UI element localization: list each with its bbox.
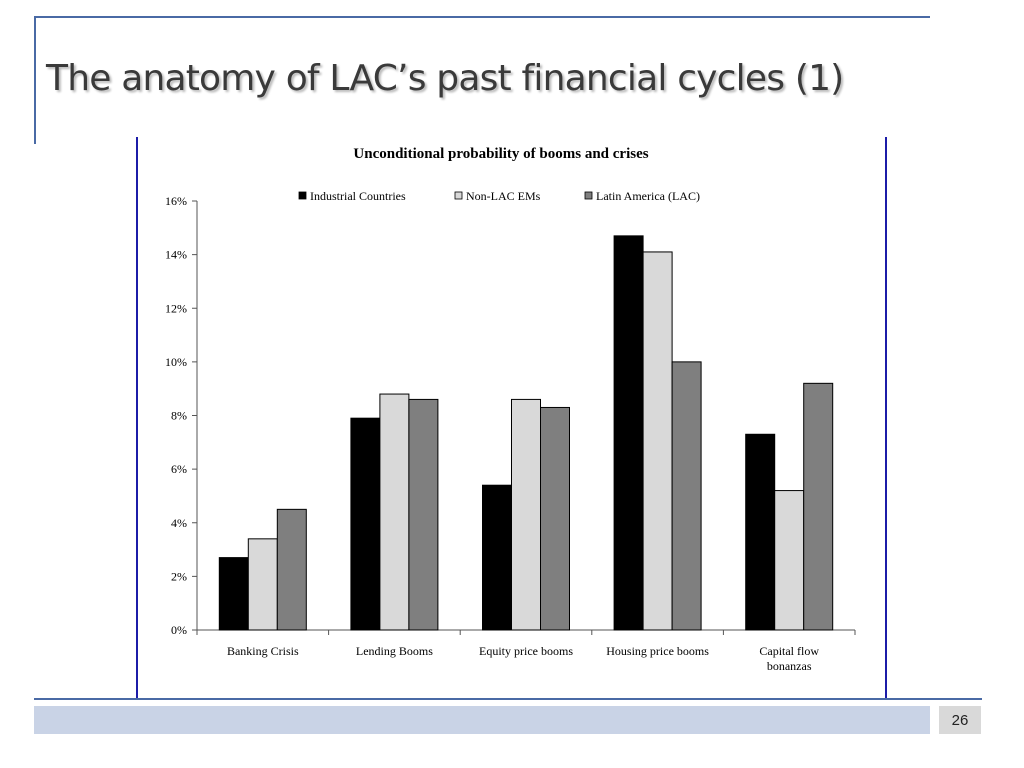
- page-number: 26: [939, 706, 981, 734]
- bar: [482, 484, 512, 631]
- y-tick-label: 12%: [165, 301, 187, 315]
- y-tick-label: 16%: [165, 194, 187, 208]
- legend-item: Industrial Countries: [298, 189, 406, 203]
- legend-swatch: [584, 191, 593, 200]
- chart-title: Unconditional probability of booms and c…: [353, 146, 648, 162]
- legend-label: Industrial Countries: [310, 189, 406, 203]
- x-category-label: Banking Crisis: [227, 644, 299, 658]
- x-category-label: Housing price booms: [606, 644, 709, 658]
- chart-border-right: [885, 137, 887, 699]
- bar: [540, 406, 570, 631]
- bar: [247, 538, 278, 631]
- y-tick-label: 4%: [171, 516, 187, 530]
- slide-title: The anatomy of LAC’s past financial cycl…: [46, 58, 844, 99]
- bar: [745, 433, 776, 631]
- chart-container: Unconditional probability of booms and c…: [137, 137, 887, 699]
- y-tick-label: 2%: [171, 569, 187, 583]
- x-axis: Banking Crisis Lending Booms Equity price …: [196, 629, 856, 673]
- y-tick-label: 14%: [165, 248, 187, 262]
- bar-series-group: [218, 235, 834, 631]
- legend-swatch: [298, 191, 307, 200]
- x-category-label: Lending Booms: [356, 644, 433, 658]
- bar: [613, 235, 644, 631]
- bar: [642, 251, 673, 631]
- bar: [379, 393, 410, 631]
- y-tick-label: 10%: [165, 355, 187, 369]
- x-category-label: Equity price booms: [479, 644, 573, 658]
- x-category-label: Capital flow bonanzas: [759, 644, 819, 673]
- chart-legend: Industrial Countries Non-LAC EMs Latin Ame…: [298, 189, 700, 203]
- header-left-rule: [34, 16, 36, 144]
- footer-rule: [34, 698, 982, 700]
- y-tick-label: 8%: [171, 409, 187, 423]
- y-tick-label: 0%: [171, 623, 187, 637]
- bar: [408, 398, 439, 631]
- chart-border-left: [136, 137, 138, 699]
- bar: [218, 557, 249, 631]
- bar: [803, 382, 834, 631]
- bar: [350, 417, 381, 631]
- bar-series: [276, 361, 834, 631]
- bar: [276, 508, 307, 631]
- bar: [774, 490, 805, 631]
- bar: [671, 361, 702, 631]
- legend-item: Latin America (LAC): [584, 189, 700, 203]
- bar-series: [247, 251, 805, 631]
- legend-label: Latin America (LAC): [596, 189, 700, 203]
- legend-swatch: [454, 191, 463, 200]
- y-axis: 0% 2% 4% 6% 8% 10% 12% 14% 16%: [165, 194, 198, 637]
- legend-item: Non-LAC EMs: [454, 189, 541, 203]
- bar-chart: Unconditional probability of booms and c…: [165, 146, 856, 673]
- footer-bar: [34, 706, 930, 734]
- header-top-rule: [34, 16, 930, 18]
- bar: [511, 398, 541, 631]
- legend-label: Non-LAC EMs: [466, 189, 541, 203]
- y-tick-label: 6%: [171, 462, 187, 476]
